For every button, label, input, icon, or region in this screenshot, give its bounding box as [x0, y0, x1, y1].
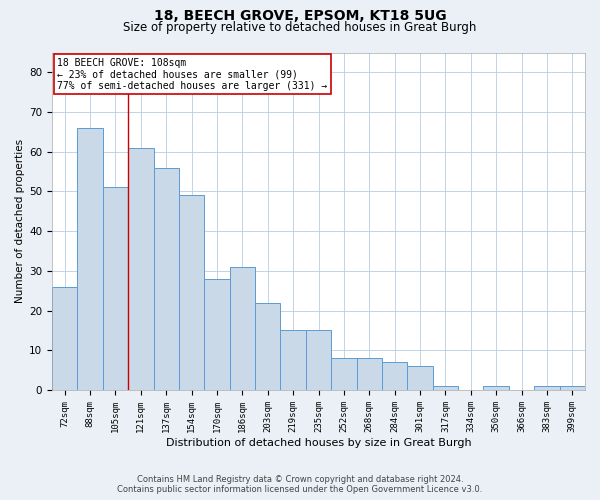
Bar — [407, 366, 433, 390]
Bar — [560, 386, 585, 390]
Text: 18, BEECH GROVE, EPSOM, KT18 5UG: 18, BEECH GROVE, EPSOM, KT18 5UG — [154, 9, 446, 23]
Text: 18 BEECH GROVE: 108sqm
← 23% of detached houses are smaller (99)
77% of semi-det: 18 BEECH GROVE: 108sqm ← 23% of detached… — [58, 58, 328, 91]
Bar — [154, 168, 179, 390]
Bar — [52, 286, 77, 390]
Text: Contains HM Land Registry data © Crown copyright and database right 2024.
Contai: Contains HM Land Registry data © Crown c… — [118, 474, 482, 494]
Bar — [77, 128, 103, 390]
Y-axis label: Number of detached properties: Number of detached properties — [15, 139, 25, 304]
Bar — [306, 330, 331, 390]
Bar — [356, 358, 382, 390]
Bar — [534, 386, 560, 390]
Bar — [280, 330, 306, 390]
Bar — [204, 279, 230, 390]
Bar — [382, 362, 407, 390]
Bar — [484, 386, 509, 390]
Bar — [103, 188, 128, 390]
X-axis label: Distribution of detached houses by size in Great Burgh: Distribution of detached houses by size … — [166, 438, 472, 448]
Bar — [255, 302, 280, 390]
Text: Size of property relative to detached houses in Great Burgh: Size of property relative to detached ho… — [124, 21, 476, 34]
Bar — [230, 267, 255, 390]
Bar — [128, 148, 154, 390]
Bar — [179, 196, 204, 390]
Bar — [331, 358, 356, 390]
Bar — [433, 386, 458, 390]
